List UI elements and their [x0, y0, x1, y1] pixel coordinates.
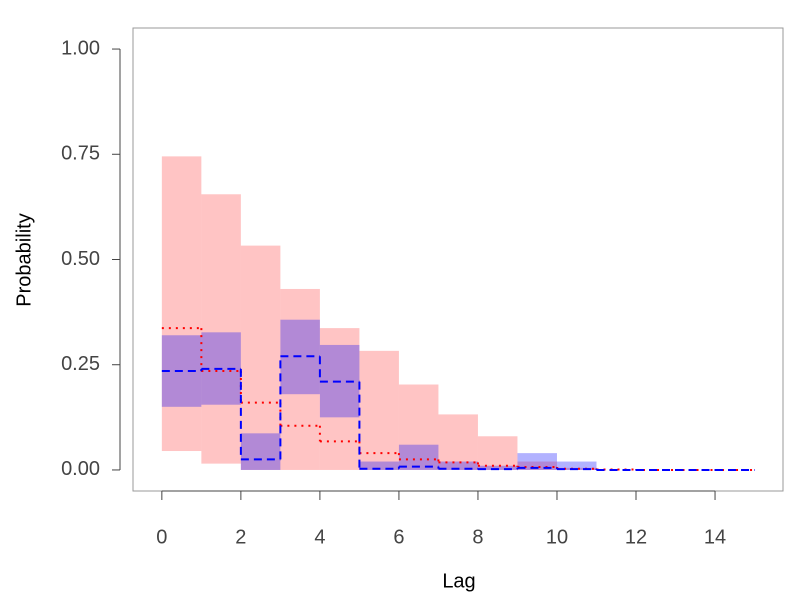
- x-tick-label: 6: [393, 526, 404, 548]
- y-tick-label: 0.50: [61, 248, 100, 270]
- band: [438, 461, 478, 470]
- band: [477, 465, 518, 470]
- x-tick-label: 2: [235, 526, 246, 548]
- x-tick-label: 12: [625, 526, 647, 548]
- band: [517, 453, 557, 470]
- x-tick-label: 8: [472, 526, 483, 548]
- y-tick-label: 0.75: [61, 143, 100, 165]
- band: [201, 194, 241, 464]
- band: [359, 461, 399, 470]
- band: [398, 384, 439, 470]
- x-tick-label: 0: [156, 526, 167, 548]
- y-tick-label: 1.00: [61, 37, 100, 59]
- x-tick-label: 4: [314, 526, 325, 548]
- band: [240, 433, 281, 470]
- band: [161, 156, 202, 452]
- band: [556, 461, 597, 470]
- y-tick-label: 0.25: [61, 353, 100, 375]
- x-tick-label: 14: [704, 526, 726, 548]
- band: [359, 350, 399, 470]
- band: [280, 288, 320, 470]
- y-axis-title: Probability: [13, 213, 35, 306]
- band: [438, 414, 478, 470]
- band: [319, 328, 360, 470]
- band: [477, 436, 518, 470]
- band: [517, 461, 557, 470]
- x-axis-title: Lag: [442, 570, 475, 592]
- band: [240, 245, 281, 470]
- x-tick-label: 10: [546, 526, 568, 548]
- y-tick-label: 0.00: [61, 458, 100, 480]
